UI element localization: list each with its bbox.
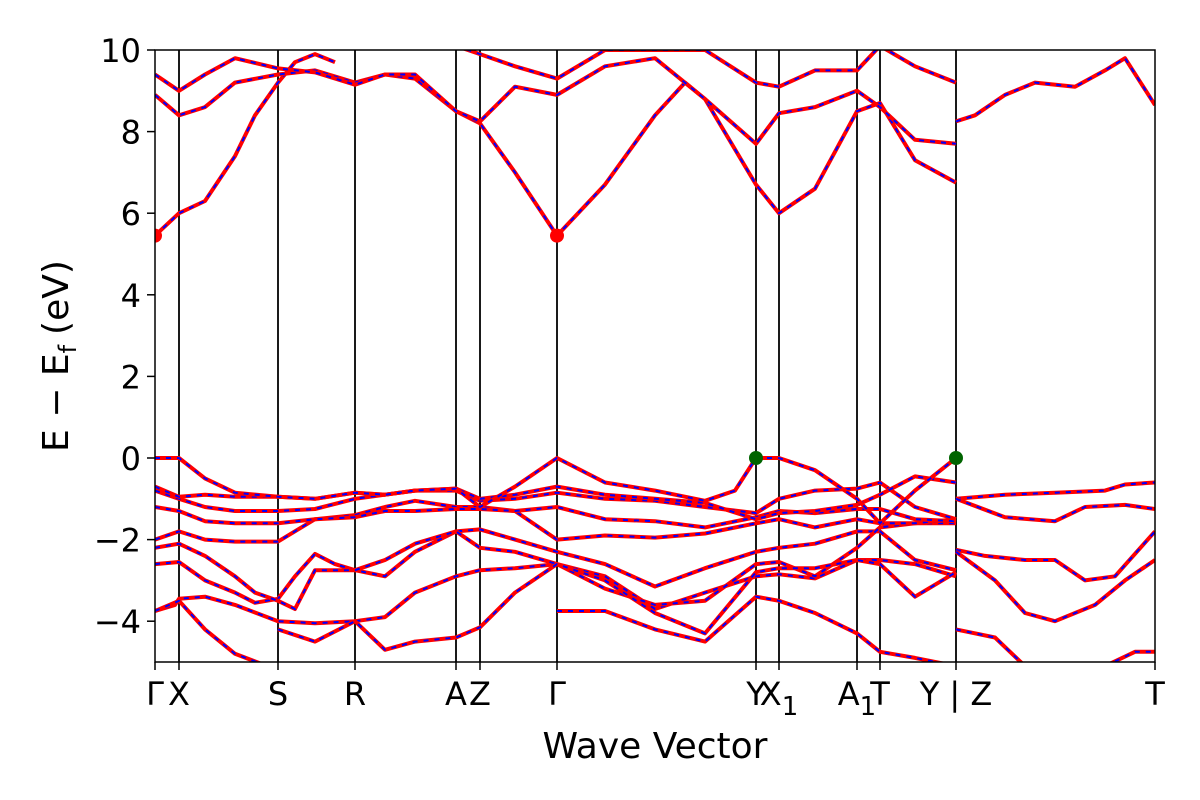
x-tick-label-0: Γ [146,675,164,713]
extremum-marker-1 [550,228,564,243]
y-axis-ticks: 10 8 6 4 2 0 −2 −4 [94,32,155,641]
extremum-marker-0 [155,228,162,243]
x-tick-label-5: Z [469,675,491,713]
band-13-dashed [155,57,957,146]
x-tick-label-1: X [168,675,190,713]
band-12-dashed [155,69,957,238]
y-axis-label-unit: (eV) [36,260,77,335]
band-1-dashed [155,528,957,604]
y-tick-label-0: 10 [100,32,141,70]
y-axis-label-sub: f [54,344,82,353]
band-14-dashed [464,50,957,88]
band-9-dashed [277,558,957,651]
band-17-dashed [955,497,1155,523]
y-tick-label-4: 2 [121,358,141,396]
x-tick-label-sub-9: 1 [860,692,877,722]
band-16-dashed [955,481,1155,500]
x-tick-label-3: R [344,675,366,713]
band-15-dashed [955,56,1155,123]
plot-background [155,50,1155,662]
y-tick-label-5: 0 [121,440,141,478]
y-tick-label-2: 6 [121,195,141,233]
extremum-marker-2 [749,451,763,465]
x-tick-label-4: A [445,675,467,713]
x-tick-label-sub-8: 1 [782,692,799,722]
band-7-dashed [155,456,957,525]
x-tick-label-7: Y [745,675,766,713]
band-19-dashed [955,550,1155,623]
y-axis-label-main: E − E [36,353,77,452]
y-tick-label-3: 4 [121,277,141,315]
band-18-dashed [955,530,1155,582]
y-axis-label: E − Ef (eV) [36,260,82,452]
y-tick-label-1: 8 [121,114,141,152]
x-tick-label-12: T [1144,675,1165,713]
band-10-dashed [557,595,941,662]
band-3-dashed [155,499,957,543]
band-11 [155,52,336,238]
band-2-dashed [155,522,956,611]
band-20-dashed [955,628,1023,662]
y-tick-label-6: −2 [94,522,141,560]
x-tick-label-8: X1 [760,675,798,722]
band-4-dashed [155,505,957,529]
markers [155,228,963,465]
x-tick-label-2: S [268,675,288,713]
band-8 [155,598,263,662]
band-0-dashed [155,559,957,625]
plot-frame [154,49,1156,663]
y-tick-label-7: −4 [94,603,141,641]
x-axis-label: Wave Vector [543,726,768,767]
extremum-marker-3 [949,451,963,465]
band-5-dashed [155,481,957,521]
x-tick-label-6: Γ [548,675,566,713]
x-tick-label-11: Y | Z [919,675,993,713]
x-tick-label-10: T [869,675,890,713]
bands [155,50,1155,662]
